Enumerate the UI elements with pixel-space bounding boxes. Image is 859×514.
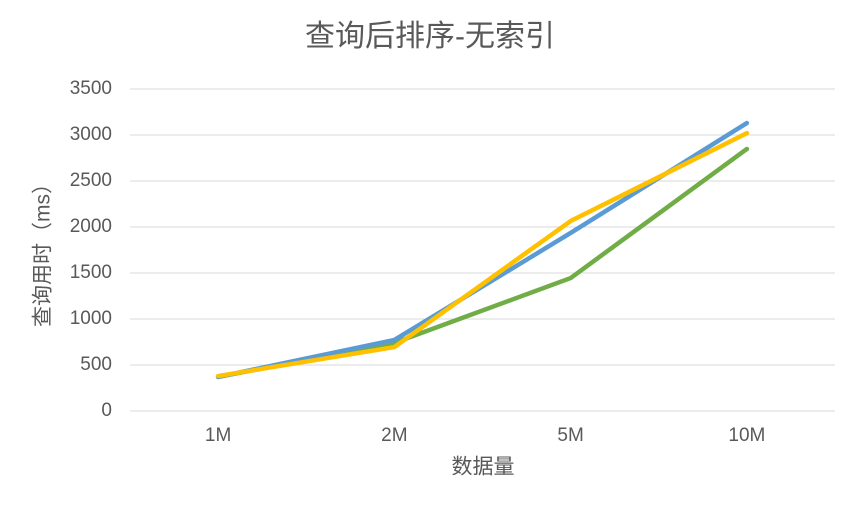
y-tick-label: 3000	[70, 124, 112, 145]
y-tick-label: 1500	[70, 262, 112, 283]
x-tick-label: 1M	[205, 425, 231, 446]
line-series	[215, 120, 750, 380]
y-axis-title: 查询用时（ms）	[32, 173, 55, 327]
x-tick-label: 10M	[728, 425, 765, 446]
x-tick-label: 5M	[557, 425, 583, 446]
line-series	[215, 146, 750, 380]
y-tick-label: 1000	[70, 308, 112, 329]
chart-title: 查询后排序-无索引	[305, 20, 555, 53]
y-tick-label: 2500	[70, 170, 112, 191]
y-tick-label: 500	[80, 354, 112, 375]
line-series	[215, 130, 750, 379]
y-tick-label: 2000	[70, 216, 112, 237]
x-axis-title: 数据量	[452, 456, 515, 479]
y-tick-label: 3500	[70, 78, 112, 99]
y-tick-label: 0	[101, 400, 112, 421]
x-tick-label: 2M	[381, 425, 407, 446]
